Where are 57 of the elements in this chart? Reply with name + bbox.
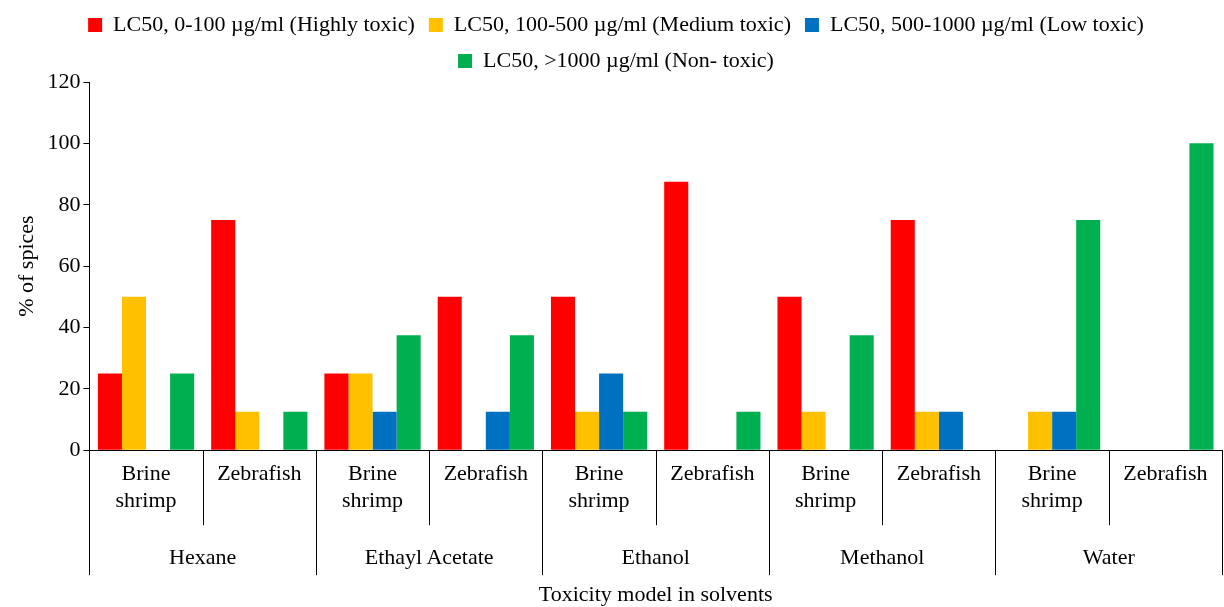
x-tick-label: Brine shrimp	[1021, 460, 1083, 512]
y-tick-label: 100	[47, 129, 81, 155]
bar	[777, 296, 802, 450]
bar	[324, 373, 349, 450]
x-tick-label: Zebrafish	[670, 460, 755, 486]
bar	[890, 220, 915, 450]
x-tick-label: Zebrafish	[443, 460, 528, 486]
text: Hexane	[169, 543, 237, 569]
bar	[623, 411, 648, 450]
x-axis-title: Toxicity model in solvents	[538, 580, 773, 606]
y-tick-label: 0	[69, 435, 81, 461]
bar	[914, 411, 939, 450]
x-tick-label: Brine shrimp	[568, 460, 630, 512]
x-tick-label: Brine shrimp	[341, 460, 404, 512]
bar	[372, 411, 397, 450]
bar	[599, 373, 624, 450]
x-tick-label: Brine shrimp	[795, 460, 857, 512]
bar	[211, 220, 236, 450]
legend-label: LC50, 100-500 µg/ml (Medium toxic)	[453, 10, 791, 36]
y-axis-title: % of spices	[12, 215, 38, 317]
bar	[736, 411, 761, 450]
bar	[235, 411, 260, 450]
y-tick-label: 20	[58, 374, 81, 400]
bar	[509, 335, 534, 450]
bar	[664, 181, 689, 450]
bar	[1052, 411, 1077, 450]
y-tick-label: 60	[58, 251, 81, 277]
legend-label: LC50, 500-1000 µg/ml (Low toxic)	[829, 10, 1144, 36]
bar	[1076, 220, 1101, 450]
bar	[801, 411, 826, 450]
bar	[1189, 143, 1214, 450]
bar	[849, 335, 874, 450]
bar	[97, 373, 122, 450]
bar	[348, 373, 373, 450]
bar	[485, 411, 510, 450]
legend-label: LC50, 0-100 µg/ml (Highly toxic)	[113, 10, 415, 36]
bar	[550, 296, 575, 450]
bar	[396, 335, 421, 450]
x-tick-label: Zebrafish	[896, 460, 981, 486]
y-tick-label: 40	[58, 313, 81, 339]
text: Ethanol	[621, 543, 690, 569]
x-tick-label: Zebrafish	[217, 460, 302, 486]
text: Water	[1082, 543, 1136, 569]
y-tick-label: 80	[58, 190, 81, 216]
legend-label: LC50, >1000 µg/ml (Non- toxic)	[483, 46, 774, 72]
text: Ethayl Acetate	[364, 543, 494, 569]
bar	[437, 296, 462, 450]
bar	[938, 411, 963, 450]
bar	[121, 296, 147, 450]
bar	[575, 411, 600, 450]
bar	[283, 411, 308, 450]
x-tick-label: Zebrafish	[1123, 460, 1208, 486]
y-tick-label: 120	[47, 67, 81, 93]
bar	[170, 373, 195, 450]
bar	[1028, 411, 1053, 450]
text: Methanol	[840, 543, 925, 569]
x-tick-label: Brine shrimp	[115, 460, 177, 512]
